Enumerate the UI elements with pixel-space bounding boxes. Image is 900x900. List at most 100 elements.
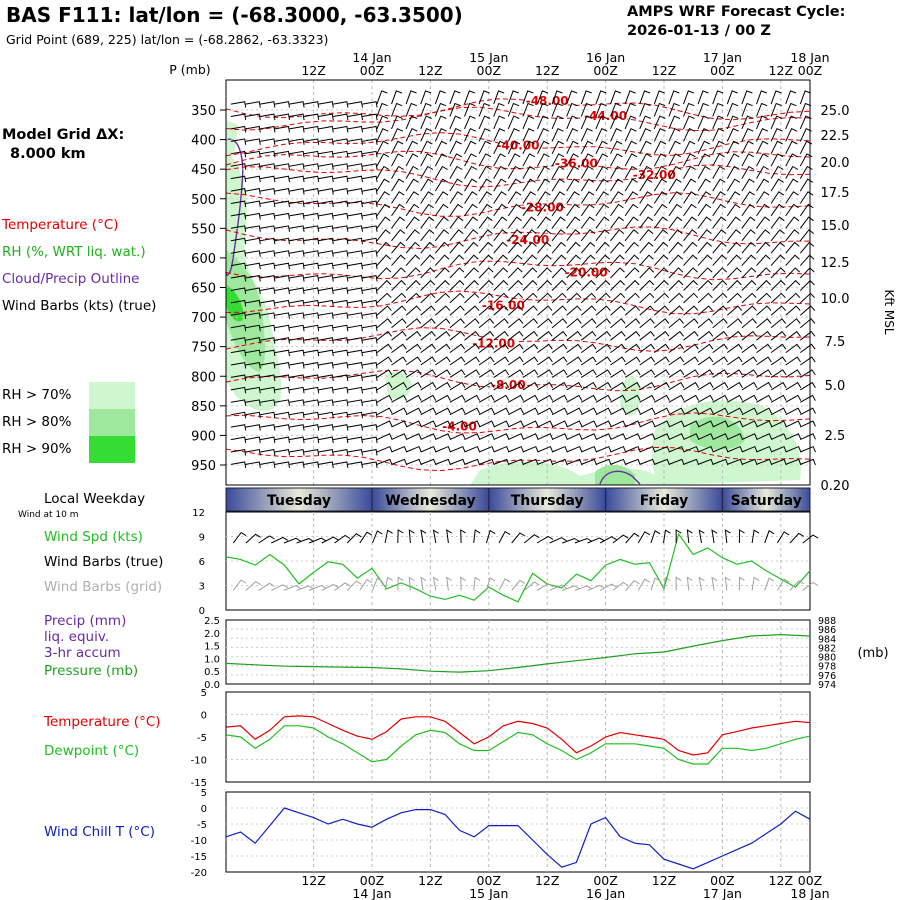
rh-shading [620, 375, 640, 416]
wind-barb [566, 178, 580, 192]
temperature-contour [225, 98, 811, 121]
wind-barb [289, 287, 305, 294]
wind-barb [537, 369, 553, 378]
wind-barb [508, 381, 524, 391]
wind-barb [309, 584, 327, 591]
wind-barb [639, 381, 656, 391]
wind-barb [727, 356, 743, 366]
wind-barb [712, 292, 728, 304]
wind-barb [610, 292, 626, 304]
temperature-tick-label: 5 [201, 688, 207, 699]
wind-barb [420, 279, 436, 291]
wind-barb [391, 318, 407, 329]
wind-barb [580, 254, 596, 266]
wind-barb [434, 254, 450, 266]
wind-barb [362, 125, 378, 133]
wind-barb [537, 458, 554, 466]
wind-barb [802, 534, 819, 544]
wind-barb [376, 229, 391, 242]
wind-barb [405, 458, 422, 466]
wind-barb [260, 399, 276, 406]
wind-barb [639, 128, 652, 142]
wind-barb [230, 436, 247, 444]
temperature-contour [225, 192, 811, 217]
wind-barb [303, 200, 320, 208]
wind-barb [639, 445, 656, 453]
wind-barb [697, 305, 713, 316]
wind-barb [245, 436, 261, 444]
wind-barb [610, 458, 627, 466]
wind-barb [333, 399, 349, 406]
wind-barb [449, 394, 466, 403]
wind-barb [663, 529, 671, 544]
wind-barb [653, 102, 666, 117]
wind-barb [566, 292, 582, 304]
wind-barb [230, 386, 247, 394]
wind-barb [770, 394, 787, 403]
wind-barb [446, 529, 452, 544]
wind-barb [727, 420, 743, 428]
wind-barb [245, 275, 261, 282]
day-tick-label-bottom: 14 Jan [352, 886, 391, 900]
pressure-tick-label: 500 [191, 193, 216, 208]
wind-barb [493, 356, 510, 366]
wind-barb [537, 115, 549, 130]
wind-barb [624, 407, 641, 416]
wind-barb [333, 113, 349, 121]
wind-barb [610, 394, 627, 403]
wind-barb [230, 200, 247, 208]
wind-barb [230, 461, 247, 468]
weekday-label: Tuesday [267, 493, 331, 509]
wind-barb [478, 356, 495, 366]
wind-barb [274, 250, 290, 257]
weekday-label: Thursday [511, 493, 584, 509]
wind-barb [595, 356, 612, 366]
wind-barb [347, 436, 363, 444]
rh-shading [226, 250, 266, 372]
wind-barb [522, 458, 539, 466]
wind-barb [697, 292, 713, 304]
wind-barb [449, 407, 466, 416]
wind-barb [362, 374, 378, 381]
wind-barb [230, 175, 247, 183]
wind-barb [537, 241, 552, 254]
wind-barb [508, 445, 524, 453]
wind-barb [522, 420, 539, 428]
wind-barb [230, 150, 247, 158]
wind-barb [347, 262, 363, 270]
wind-barb [711, 529, 718, 544]
wind-barb [347, 101, 363, 108]
wind-barb [507, 115, 520, 130]
wind-barb [756, 254, 771, 266]
wind-barb [712, 433, 729, 441]
wind-barb [464, 254, 479, 266]
wind-barb [697, 178, 711, 192]
wind-barb [478, 165, 492, 179]
wind-barb [318, 424, 334, 431]
wind-barb [464, 445, 481, 453]
wind-barb [333, 188, 349, 195]
wind-barb [405, 178, 419, 192]
wind-barb [799, 330, 816, 341]
wind-barb [624, 241, 640, 254]
wind-barb [785, 381, 802, 391]
wind-barb [654, 433, 670, 441]
wind-barb [260, 374, 276, 381]
wind-barb [770, 279, 786, 291]
wind-barb [668, 420, 685, 428]
wind-barb [245, 101, 261, 108]
wind-barb [624, 254, 640, 266]
wind-barb [668, 394, 685, 403]
wind-barb [376, 305, 392, 316]
wind-barb [478, 241, 494, 254]
wind-barb [522, 153, 536, 167]
wind-barb [493, 203, 507, 217]
wind-barb [318, 449, 334, 456]
temperature-contour [225, 150, 811, 170]
wind-barb [289, 212, 305, 220]
wind-barb [581, 407, 597, 416]
wind-barb [522, 330, 538, 341]
pressure-tick-label: 850 [191, 400, 216, 415]
wind-barb [625, 532, 640, 544]
wind-barb [260, 262, 276, 270]
